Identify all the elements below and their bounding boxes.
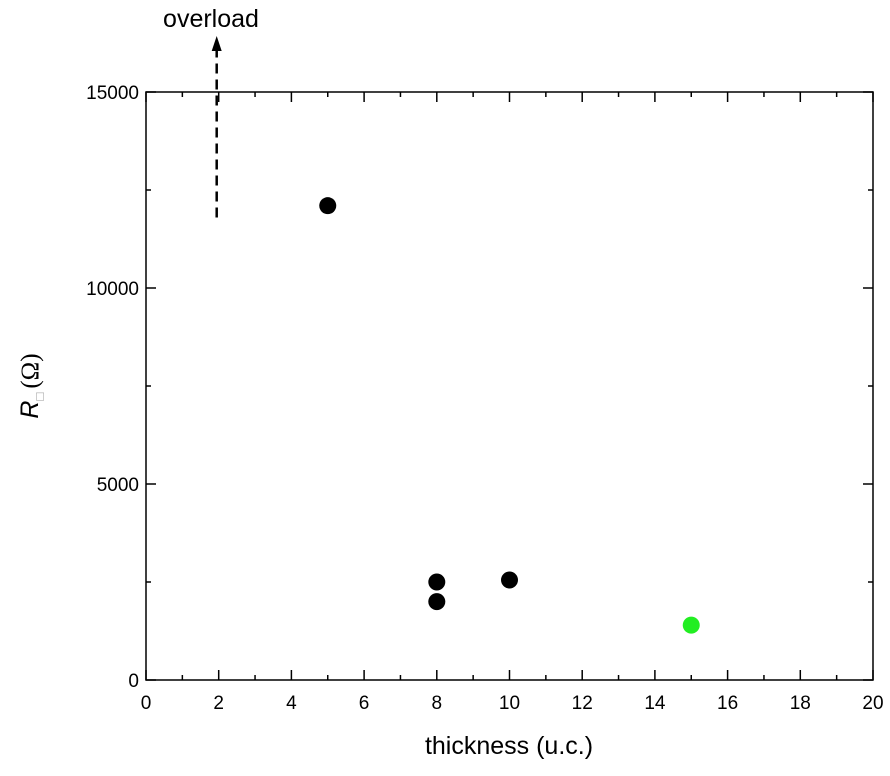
x-tick-label: 0 — [141, 693, 152, 714]
y-axis-unit: (Ω) — [17, 353, 44, 388]
data-points — [319, 197, 700, 634]
x-tick-label: 18 — [790, 693, 811, 714]
axis-ticks — [145, 91, 874, 681]
y-axis-title: R□ (Ω) — [16, 353, 47, 418]
overload-annotation: overload — [163, 5, 259, 218]
x-tick-label: 16 — [717, 693, 738, 714]
y-tick-label: 15000 — [86, 83, 139, 104]
data-point — [501, 571, 518, 589]
x-tick-label: 10 — [499, 693, 520, 714]
overload-arrowhead-icon — [211, 36, 222, 51]
x-tick-label: 8 — [432, 693, 443, 714]
y-tick-label: 0 — [128, 671, 139, 692]
data-point — [319, 197, 337, 215]
overload-label: overload — [163, 5, 259, 33]
data-point — [428, 573, 446, 591]
y-axis-symbol: R — [16, 401, 44, 419]
x-tick-label: 14 — [644, 693, 666, 714]
x-tick-label: 12 — [572, 693, 593, 714]
x-axis-title: thickness (u.c.) — [425, 732, 593, 760]
x-tick-label: 20 — [862, 693, 883, 714]
data-point — [428, 593, 446, 611]
data-point — [682, 616, 700, 634]
plot-frame — [145, 91, 874, 681]
x-tick-label: 4 — [286, 693, 297, 714]
y-tick-labels: 0 5000 10000 15000 — [86, 83, 139, 692]
y-axis-subscript: □ — [32, 393, 47, 401]
y-tick-label: 10000 — [86, 279, 139, 300]
y-tick-label: 5000 — [97, 475, 139, 496]
x-tick-labels: 0 2 4 6 8 10 12 14 16 18 20 — [141, 693, 884, 714]
x-tick-label: 2 — [213, 693, 224, 714]
x-tick-label: 6 — [359, 693, 370, 714]
